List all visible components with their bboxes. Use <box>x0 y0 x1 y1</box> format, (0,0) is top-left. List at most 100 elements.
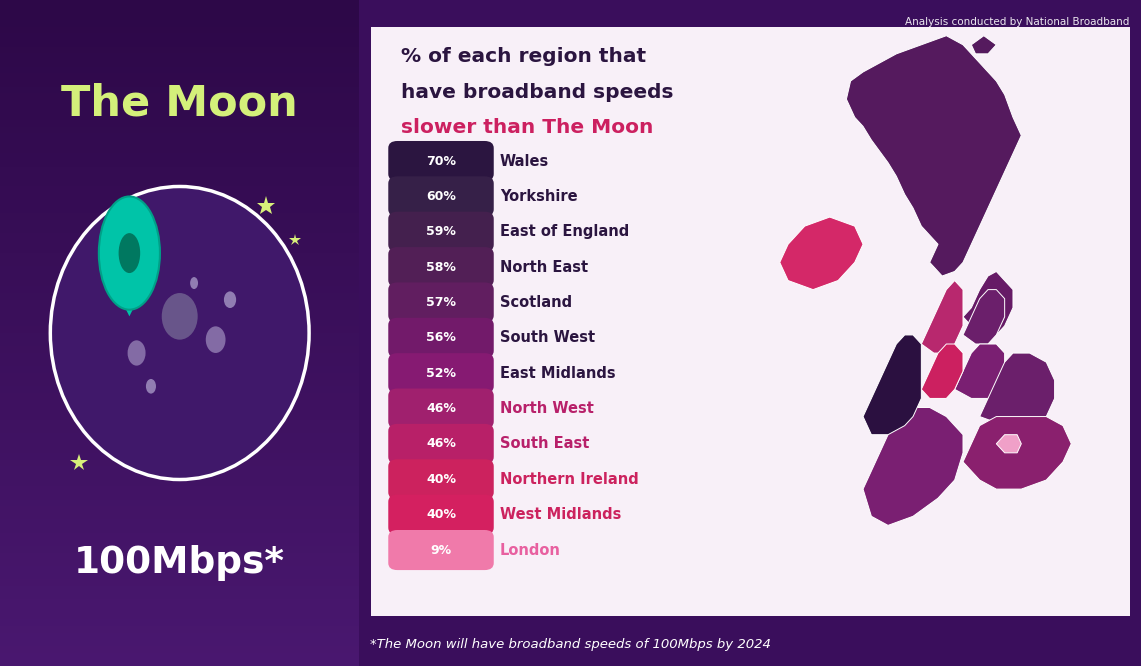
Polygon shape <box>0 266 359 273</box>
Ellipse shape <box>224 292 236 308</box>
FancyBboxPatch shape <box>388 282 494 322</box>
Polygon shape <box>0 373 359 380</box>
Polygon shape <box>0 360 359 366</box>
Polygon shape <box>0 40 359 47</box>
Polygon shape <box>0 533 359 539</box>
Polygon shape <box>0 193 359 200</box>
Polygon shape <box>0 366 359 373</box>
Polygon shape <box>0 13 359 20</box>
Polygon shape <box>922 280 963 353</box>
Text: 9%: 9% <box>431 543 452 557</box>
Polygon shape <box>0 33 359 40</box>
Text: *The Moon will have broadband speeds of 100Mbps by 2024: *The Moon will have broadband speeds of … <box>370 638 771 651</box>
Ellipse shape <box>50 186 309 480</box>
Polygon shape <box>0 313 359 320</box>
FancyBboxPatch shape <box>388 353 494 393</box>
Polygon shape <box>0 606 359 613</box>
Polygon shape <box>0 420 359 426</box>
Polygon shape <box>0 466 359 473</box>
Text: North West: North West <box>500 401 593 416</box>
Polygon shape <box>0 87 359 93</box>
Text: 60%: 60% <box>427 190 456 203</box>
Polygon shape <box>0 120 359 127</box>
FancyBboxPatch shape <box>388 388 494 429</box>
Ellipse shape <box>191 277 199 289</box>
Polygon shape <box>980 353 1054 426</box>
FancyBboxPatch shape <box>388 318 494 358</box>
Polygon shape <box>0 0 359 7</box>
Polygon shape <box>0 107 359 113</box>
Polygon shape <box>0 559 359 566</box>
Text: 58%: 58% <box>427 260 456 274</box>
Text: West Midlands: West Midlands <box>500 507 621 522</box>
Polygon shape <box>0 553 359 559</box>
Text: slower than The Moon: slower than The Moon <box>402 118 654 137</box>
Polygon shape <box>0 333 359 340</box>
Polygon shape <box>0 433 359 440</box>
Text: London: London <box>500 543 560 557</box>
Ellipse shape <box>162 293 197 340</box>
Polygon shape <box>0 519 359 526</box>
Text: Analysis conducted by National Broadband: Analysis conducted by National Broadband <box>905 17 1130 27</box>
Polygon shape <box>955 344 1004 398</box>
Text: Wales: Wales <box>500 154 549 168</box>
Polygon shape <box>0 147 359 153</box>
Polygon shape <box>0 280 359 286</box>
Text: 56%: 56% <box>427 332 456 344</box>
Polygon shape <box>0 526 359 533</box>
FancyBboxPatch shape <box>356 15 1141 628</box>
Polygon shape <box>0 440 359 446</box>
Polygon shape <box>0 446 359 453</box>
Text: 70%: 70% <box>427 155 456 168</box>
Text: have broadband speeds: have broadband speeds <box>402 83 673 102</box>
Text: 40%: 40% <box>427 473 456 486</box>
Polygon shape <box>0 60 359 67</box>
Polygon shape <box>0 226 359 233</box>
Polygon shape <box>0 246 359 253</box>
Text: 52%: 52% <box>427 367 456 380</box>
Polygon shape <box>0 400 359 406</box>
Polygon shape <box>0 500 359 506</box>
Text: South East: South East <box>500 436 589 452</box>
Polygon shape <box>0 67 359 73</box>
Text: 57%: 57% <box>427 296 456 309</box>
Polygon shape <box>0 233 359 240</box>
Polygon shape <box>0 133 359 140</box>
FancyBboxPatch shape <box>388 530 494 570</box>
Polygon shape <box>0 626 359 633</box>
Polygon shape <box>0 273 359 280</box>
Polygon shape <box>0 127 359 133</box>
Polygon shape <box>0 140 359 147</box>
Polygon shape <box>0 619 359 626</box>
Polygon shape <box>863 335 922 435</box>
Ellipse shape <box>146 379 156 394</box>
Circle shape <box>99 196 160 310</box>
Polygon shape <box>0 413 359 420</box>
Polygon shape <box>0 486 359 493</box>
Polygon shape <box>863 408 963 525</box>
Polygon shape <box>0 20 359 27</box>
Polygon shape <box>0 320 359 326</box>
Text: East Midlands: East Midlands <box>500 366 615 381</box>
Polygon shape <box>0 480 359 486</box>
Polygon shape <box>0 306 359 313</box>
Polygon shape <box>0 100 359 107</box>
Polygon shape <box>847 36 1021 276</box>
Text: % of each region that: % of each region that <box>402 47 646 67</box>
Polygon shape <box>0 593 359 599</box>
Polygon shape <box>0 646 359 653</box>
Text: East of England: East of England <box>500 224 629 239</box>
Polygon shape <box>963 416 1071 489</box>
Polygon shape <box>0 173 359 180</box>
Polygon shape <box>0 453 359 460</box>
Polygon shape <box>0 460 359 466</box>
Polygon shape <box>0 153 359 160</box>
Text: 46%: 46% <box>427 438 456 450</box>
Polygon shape <box>0 346 359 353</box>
Polygon shape <box>0 506 359 513</box>
Polygon shape <box>0 220 359 226</box>
Polygon shape <box>0 539 359 546</box>
Polygon shape <box>110 276 149 316</box>
Polygon shape <box>0 513 359 519</box>
FancyBboxPatch shape <box>388 460 494 500</box>
